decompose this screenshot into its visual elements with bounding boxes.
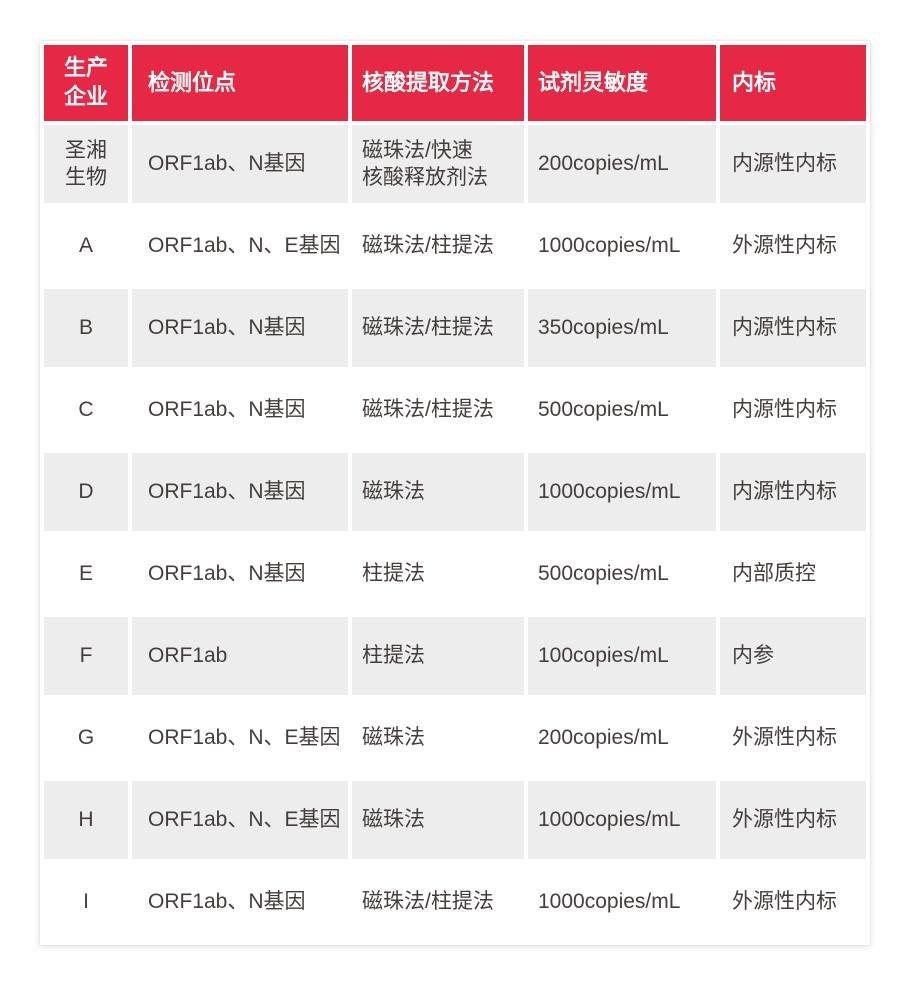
detection-sites-cell: ORF1ab、N、E基因 — [132, 699, 348, 777]
table-row: H ORF1ab、N、E基因 磁珠法 1000copies/mL 外源性内标 — [44, 781, 866, 859]
table-row: D ORF1ab、N基因 磁珠法 1000copies/mL 内源性内标 — [44, 453, 866, 531]
detection-sites-cell: ORF1ab、N、E基因 — [132, 207, 348, 285]
detection-sites-cell: ORF1ab、N基因 — [132, 289, 348, 367]
manufacturer-cell: F — [44, 617, 128, 695]
internal-standard-cell: 外源性内标 — [720, 863, 866, 941]
manufacturer-cell: C — [44, 371, 128, 449]
sensitivity-cell: 1000copies/mL — [528, 863, 716, 941]
table-body: 圣湘 生物 ORF1ab、N基因 磁珠法/快速 核酸释放剂法 200copies/mL… — [44, 125, 866, 941]
header-sensitivity: 试剂灵敏度 — [528, 45, 716, 121]
extraction-method-cell: 柱提法 — [352, 535, 524, 613]
extraction-method-cell: 磁珠法/柱提法 — [352, 863, 524, 941]
table-row: G ORF1ab、N、E基因 磁珠法 200copies/mL 外源性内标 — [44, 699, 866, 777]
table-row: E ORF1ab、N基因 柱提法 500copies/mL 内部质控 — [44, 535, 866, 613]
extraction-method-cell: 磁珠法/快速 核酸释放剂法 — [352, 125, 524, 203]
internal-standard-cell: 内源性内标 — [720, 453, 866, 531]
table-row: 圣湘 生物 ORF1ab、N基因 磁珠法/快速 核酸释放剂法 200copies/mL… — [44, 125, 866, 203]
internal-standard-cell: 内源性内标 — [720, 371, 866, 449]
reagent-table-card: 生产 企业 检测位点 核酸提取方法 试剂灵敏度 内标 圣湘 生物 ORF1ab、N… — [40, 41, 870, 945]
table-row: B ORF1ab、N基因 磁珠法/柱提法 350copies/mL 内源性内标 — [44, 289, 866, 367]
sensitivity-cell: 200copies/mL — [528, 125, 716, 203]
header-row: 生产 企业 检测位点 核酸提取方法 试剂灵敏度 内标 — [44, 45, 866, 121]
sensitivity-cell: 500copies/mL — [528, 535, 716, 613]
sensitivity-cell: 100copies/mL — [528, 617, 716, 695]
extraction-method-cell: 磁珠法 — [352, 781, 524, 859]
extraction-method-cell: 柱提法 — [352, 617, 524, 695]
internal-standard-cell: 内源性内标 — [720, 289, 866, 367]
sensitivity-cell: 1000copies/mL — [528, 453, 716, 531]
extraction-method-cell: 磁珠法 — [352, 699, 524, 777]
sensitivity-cell: 350copies/mL — [528, 289, 716, 367]
sensitivity-cell: 1000copies/mL — [528, 207, 716, 285]
sensitivity-cell: 200copies/mL — [528, 699, 716, 777]
manufacturer-cell: B — [44, 289, 128, 367]
extraction-method-cell: 磁珠法/柱提法 — [352, 207, 524, 285]
sensitivity-cell: 500copies/mL — [528, 371, 716, 449]
internal-standard-cell: 内源性内标 — [720, 125, 866, 203]
internal-standard-cell: 内参 — [720, 617, 866, 695]
internal-standard-cell: 内部质控 — [720, 535, 866, 613]
header-manufacturer: 生产 企业 — [44, 45, 128, 121]
manufacturer-cell: G — [44, 699, 128, 777]
manufacturer-cell: E — [44, 535, 128, 613]
table-row: I ORF1ab、N基因 磁珠法/柱提法 1000copies/mL 外源性内标 — [44, 863, 866, 941]
extraction-method-cell: 磁珠法 — [352, 453, 524, 531]
detection-sites-cell: ORF1ab、N基因 — [132, 535, 348, 613]
internal-standard-cell: 外源性内标 — [720, 781, 866, 859]
table-row: A ORF1ab、N、E基因 磁珠法/柱提法 1000copies/mL 外源性内标 — [44, 207, 866, 285]
manufacturer-cell: D — [44, 453, 128, 531]
table-row: C ORF1ab、N基因 磁珠法/柱提法 500copies/mL 内源性内标 — [44, 371, 866, 449]
detection-sites-cell: ORF1ab、N、E基因 — [132, 781, 348, 859]
manufacturer-cell: 圣湘 生物 — [44, 125, 128, 203]
detection-sites-cell: ORF1ab、N基因 — [132, 125, 348, 203]
header-internal-standard: 内标 — [720, 45, 866, 121]
manufacturer-cell: H — [44, 781, 128, 859]
header-detection-sites: 检测位点 — [132, 45, 348, 121]
detection-sites-cell: ORF1ab、N基因 — [132, 863, 348, 941]
header-extraction-method: 核酸提取方法 — [352, 45, 524, 121]
reagent-comparison-table: 生产 企业 检测位点 核酸提取方法 试剂灵敏度 内标 圣湘 生物 ORF1ab、N… — [40, 41, 870, 945]
internal-standard-cell: 外源性内标 — [720, 699, 866, 777]
manufacturer-cell: A — [44, 207, 128, 285]
extraction-method-cell: 磁珠法/柱提法 — [352, 371, 524, 449]
detection-sites-cell: ORF1ab — [132, 617, 348, 695]
extraction-method-cell: 磁珠法/柱提法 — [352, 289, 524, 367]
manufacturer-cell: I — [44, 863, 128, 941]
detection-sites-cell: ORF1ab、N基因 — [132, 453, 348, 531]
detection-sites-cell: ORF1ab、N基因 — [132, 371, 348, 449]
sensitivity-cell: 1000copies/mL — [528, 781, 716, 859]
internal-standard-cell: 外源性内标 — [720, 207, 866, 285]
table-row: F ORF1ab 柱提法 100copies/mL 内参 — [44, 617, 866, 695]
